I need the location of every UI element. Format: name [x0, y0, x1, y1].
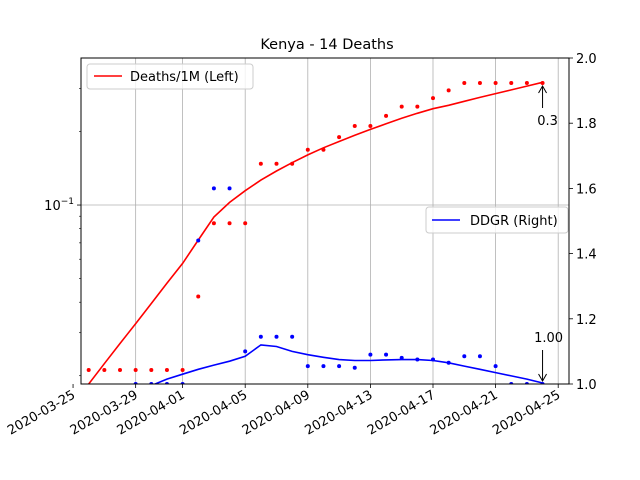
ddgr-point — [399, 355, 404, 360]
ddgr-point — [493, 364, 498, 369]
chart-title: Kenya - 14 Deaths — [260, 37, 393, 53]
deaths-point — [368, 123, 373, 128]
annotations: 0.3 1.00 — [534, 84, 563, 383]
annotation-label-ddgr: 1.00 — [534, 331, 563, 346]
x-tick-label: 2020-04-25 — [490, 388, 563, 439]
deaths-point — [243, 221, 248, 226]
ddgr-point — [196, 238, 201, 243]
deaths-point — [258, 161, 263, 166]
left-tick-label: 10−1 — [44, 197, 74, 214]
left-y-axis: 10−1 — [44, 88, 81, 377]
deaths-point — [493, 81, 498, 86]
plot-area — [86, 81, 545, 384]
right-tick-label: 2.0 — [576, 52, 597, 67]
deaths-point — [290, 161, 295, 166]
ddgr-point — [477, 354, 482, 359]
ddgr-point — [337, 364, 342, 369]
right-tick-label: 1.8 — [576, 117, 597, 132]
x-tick-label: 2020-04-13 — [302, 388, 375, 439]
ddgr-point — [227, 186, 232, 191]
deaths-point — [415, 104, 420, 109]
ddgr-point — [368, 352, 373, 357]
deaths-point — [337, 135, 342, 140]
ddgr-point — [446, 360, 451, 365]
ddgr-point — [290, 334, 295, 339]
deaths-point — [524, 81, 529, 86]
ddgr-point — [415, 357, 420, 362]
annotation-label-deaths: 0.3 — [537, 114, 558, 129]
deaths-point — [118, 368, 122, 373]
x-tick-label: 2020-04-05 — [177, 388, 250, 439]
ddgr-point — [352, 365, 357, 370]
annotation-arrowhead-deaths — [538, 84, 547, 94]
deaths-point — [462, 81, 467, 86]
deaths-point — [164, 368, 169, 373]
deaths-point — [274, 161, 279, 166]
x-tick-label: 2020-04-17 — [365, 388, 438, 439]
deaths-point — [321, 147, 326, 152]
ddgr-line — [153, 344, 543, 384]
deaths-point — [509, 81, 514, 86]
deaths-point — [86, 368, 91, 373]
legend-left-box — [86, 63, 254, 90]
x-tick-label: 2020-04-21 — [428, 388, 501, 439]
x-tick-label: 2020-03-25 — [5, 388, 78, 439]
deaths-point — [149, 368, 154, 373]
right-tick-label: 1.6 — [576, 182, 597, 197]
deaths-point — [133, 368, 138, 373]
deaths-point — [102, 368, 107, 373]
ddgr-point — [431, 357, 435, 362]
deaths-line — [88, 81, 543, 384]
deaths-point — [399, 104, 404, 109]
annotation-arrowhead-ddgr — [538, 373, 547, 383]
deaths-point — [384, 113, 389, 118]
deaths-point — [211, 221, 216, 226]
legend-right-box — [425, 206, 569, 234]
deaths-point — [540, 81, 545, 86]
ddgr-point — [211, 186, 216, 191]
ddgr-point — [462, 354, 467, 359]
right-tick-label: 1.4 — [576, 248, 597, 263]
x-tick-label: 2020-04-09 — [240, 388, 313, 439]
ddgr-point — [384, 352, 389, 357]
deaths-point — [180, 368, 185, 373]
legend-label-deaths: Deaths/1M (Left) — [130, 70, 239, 85]
plot-frame — [80, 57, 570, 385]
deaths-point — [477, 81, 482, 86]
ddgr-point — [243, 349, 248, 354]
right-tick-label: 1.0 — [576, 378, 597, 393]
legend-label-ddgr: DDGR (Right) — [470, 214, 558, 229]
right-y-axis: 1.0 1.2 1.4 1.6 1.8 2.0 — [569, 52, 597, 393]
deaths-point — [446, 88, 451, 93]
deaths-point — [431, 96, 435, 101]
right-tick-label: 1.2 — [576, 313, 597, 328]
legend-right: DDGR (Right) — [425, 206, 569, 234]
deaths-point — [196, 294, 201, 299]
ddgr-point — [321, 364, 326, 369]
deaths-point — [227, 221, 232, 226]
ddgr-point — [274, 334, 279, 339]
ddgr-point — [305, 364, 310, 369]
ddgr-point — [258, 334, 263, 339]
x-axis: 2020-03-252020-03-292020-04-012020-04-05… — [5, 384, 563, 438]
legend-left: Deaths/1M (Left) — [86, 63, 254, 90]
deaths-point — [352, 123, 357, 128]
deaths-point — [305, 147, 310, 152]
